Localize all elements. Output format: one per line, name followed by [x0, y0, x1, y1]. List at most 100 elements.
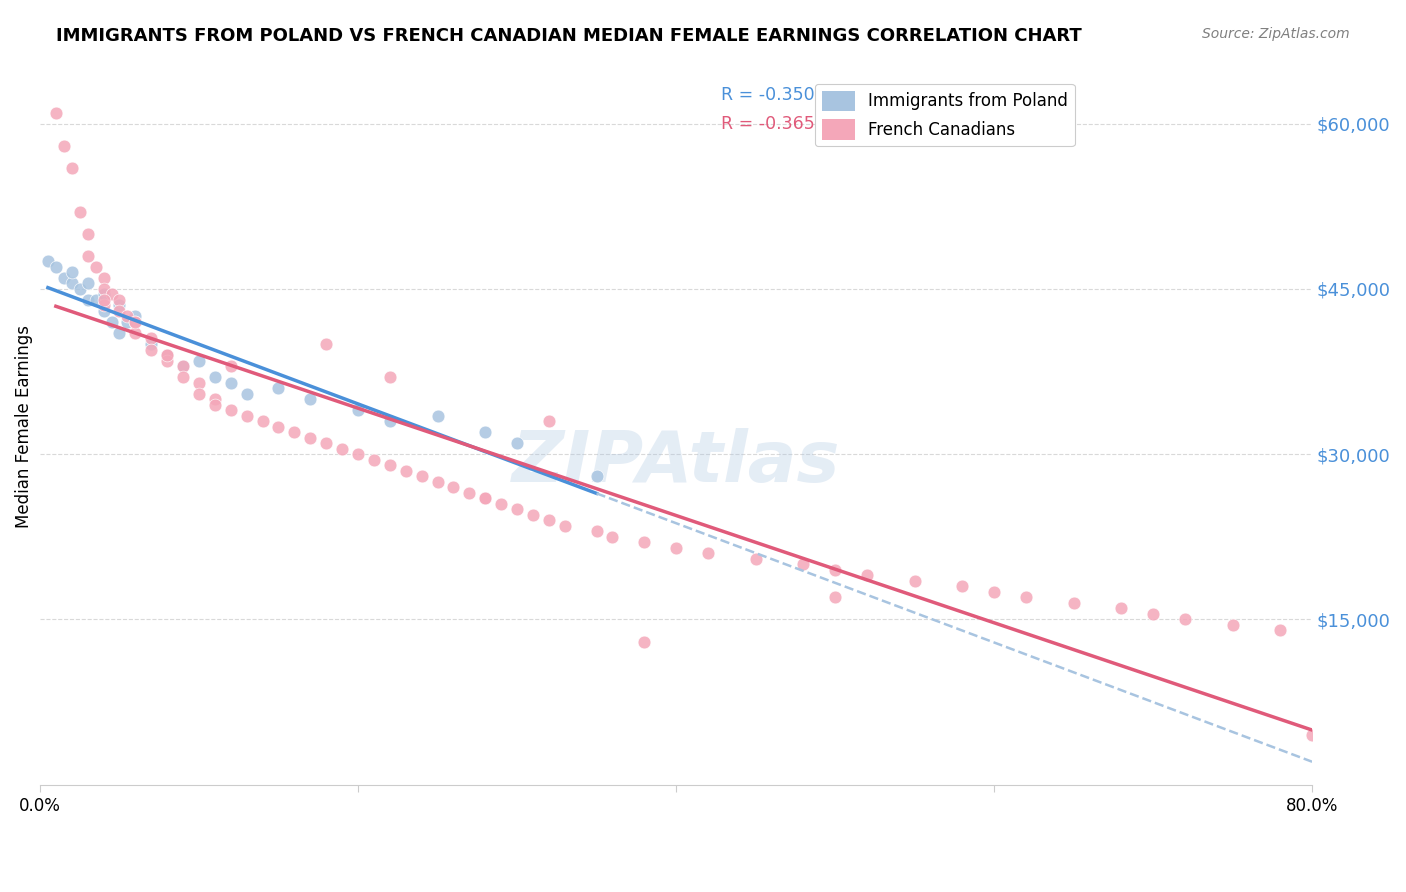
Point [489, 497, 512, 511]
Point [93, 298, 115, 312]
Text: R = -0.350   N = 31: R = -0.350 N = 31 [720, 86, 891, 104]
Point [76, 227, 98, 241]
Point [76, 249, 98, 263]
Point [204, 370, 226, 384]
Point [299, 431, 322, 445]
Point [506, 502, 529, 516]
Point [84, 293, 107, 307]
Point [100, 315, 122, 329]
Point [37, 254, 59, 268]
Point [108, 304, 131, 318]
Point [108, 298, 131, 312]
Point [426, 409, 449, 423]
Point [426, 475, 449, 489]
Point [506, 436, 529, 450]
Legend: Immigrants from Poland, French Canadians: Immigrants from Poland, French Canadians [815, 84, 1074, 146]
Point [69, 204, 91, 219]
Point [60, 277, 83, 291]
Point [1142, 607, 1164, 621]
Point [219, 376, 242, 390]
Point [124, 310, 146, 324]
Point [252, 414, 274, 428]
Point [378, 370, 401, 384]
Point [141, 331, 163, 345]
Point [1301, 728, 1323, 742]
Point [108, 326, 131, 340]
Point [188, 353, 211, 368]
Point [172, 359, 194, 373]
Point [141, 337, 163, 351]
Point [537, 513, 560, 527]
Point [69, 282, 91, 296]
Point [458, 485, 481, 500]
Point [378, 458, 401, 473]
Point [156, 348, 179, 362]
Point [330, 442, 353, 456]
Point [856, 568, 879, 582]
Point [124, 315, 146, 329]
Text: IMMIGRANTS FROM POLAND VS FRENCH CANADIAN MEDIAN FEMALE EARNINGS CORRELATION CHA: IMMIGRANTS FROM POLAND VS FRENCH CANADIA… [56, 27, 1083, 45]
Point [824, 591, 846, 605]
Text: Source: ZipAtlas.com: Source: ZipAtlas.com [1202, 27, 1350, 41]
Point [235, 386, 257, 401]
Point [474, 491, 496, 506]
Point [117, 315, 139, 329]
Y-axis label: Median Female Earnings: Median Female Earnings [15, 326, 32, 528]
Point [108, 293, 131, 307]
Point [93, 282, 115, 296]
Point [93, 304, 115, 318]
Point [824, 563, 846, 577]
Point [60, 161, 83, 175]
Point [235, 409, 257, 423]
Point [141, 343, 163, 357]
Point [172, 370, 194, 384]
Point [474, 425, 496, 439]
Point [156, 348, 179, 362]
Point [347, 403, 370, 417]
Point [156, 353, 179, 368]
Point [1222, 618, 1244, 632]
Point [1111, 601, 1133, 615]
Point [188, 376, 211, 390]
Point [283, 425, 305, 439]
Point [172, 359, 194, 373]
Point [633, 634, 655, 648]
Point [903, 574, 925, 588]
Point [474, 491, 496, 506]
Point [315, 436, 337, 450]
Point [315, 337, 337, 351]
Point [45, 260, 67, 274]
Point [347, 447, 370, 461]
Point [267, 419, 290, 434]
Point [93, 293, 115, 307]
Point [363, 452, 385, 467]
Point [76, 277, 98, 291]
Point [441, 480, 464, 494]
Point [45, 105, 67, 120]
Point [1270, 624, 1292, 638]
Point [299, 392, 322, 406]
Point [124, 315, 146, 329]
Point [950, 579, 973, 593]
Text: R = -0.365   N = 78: R = -0.365 N = 78 [720, 115, 891, 134]
Point [522, 508, 544, 522]
Point [537, 414, 560, 428]
Point [602, 530, 624, 544]
Point [52, 138, 75, 153]
Point [696, 546, 718, 560]
Point [1063, 596, 1085, 610]
Point [117, 310, 139, 324]
Point [1174, 612, 1197, 626]
Point [188, 386, 211, 401]
Point [204, 392, 226, 406]
Point [267, 381, 290, 395]
Point [204, 398, 226, 412]
Point [84, 260, 107, 274]
Point [156, 348, 179, 362]
Point [100, 287, 122, 301]
Point [665, 541, 688, 555]
Point [585, 524, 607, 539]
Point [792, 558, 814, 572]
Point [395, 464, 418, 478]
Point [378, 414, 401, 428]
